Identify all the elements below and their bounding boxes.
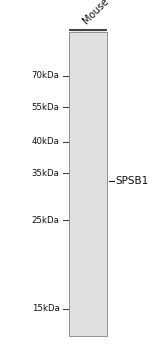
Bar <box>69 29 107 31</box>
Text: 70kDa: 70kDa <box>32 71 59 80</box>
Text: Mouse heart: Mouse heart <box>81 0 131 26</box>
Bar <box>69 29 107 31</box>
Text: SPSB1: SPSB1 <box>115 176 149 186</box>
Text: 40kDa: 40kDa <box>32 137 59 146</box>
Bar <box>69 32 107 336</box>
Text: 35kDa: 35kDa <box>32 169 59 177</box>
Text: 25kDa: 25kDa <box>32 216 59 225</box>
Text: 55kDa: 55kDa <box>32 103 59 112</box>
Bar <box>69 32 107 336</box>
Text: 15kDa: 15kDa <box>32 304 59 313</box>
